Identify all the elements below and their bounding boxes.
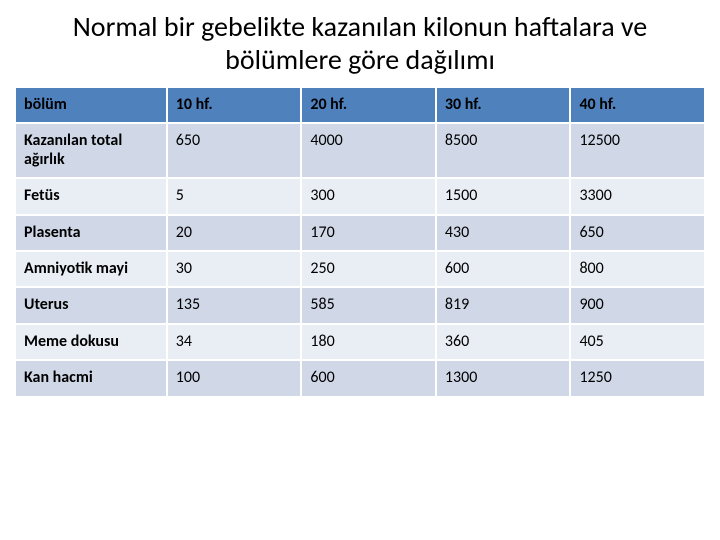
table-row: Fetüs 5 300 1500 3300 [15,178,705,214]
cell: 360 [436,324,571,360]
cell: 30 [167,251,302,287]
row-label: Kazanılan total ağırlık [15,123,167,178]
col-header-40hf: 40 hf. [570,87,705,123]
cell: 34 [167,324,302,360]
col-header-section: bölüm [15,87,167,123]
row-label: Plasenta [15,215,167,251]
table-row: Meme dokusu 34 180 360 405 [15,324,705,360]
cell: 4000 [301,123,436,178]
col-header-30hf: 30 hf. [436,87,571,123]
col-header-10hf: 10 hf. [167,87,302,123]
cell: 250 [301,251,436,287]
table-row: Uterus 135 585 819 900 [15,287,705,323]
cell: 430 [436,215,571,251]
cell: 170 [301,215,436,251]
table-row: Kan hacmi 100 600 1300 1250 [15,360,705,396]
cell: 1300 [436,360,571,396]
cell: 800 [570,251,705,287]
cell: 585 [301,287,436,323]
cell: 1500 [436,178,571,214]
cell: 405 [570,324,705,360]
row-label: Amniyotik mayi [15,251,167,287]
cell: 650 [570,215,705,251]
table-row: Kazanılan total ağırlık 650 4000 8500 12… [15,123,705,178]
cell: 300 [301,178,436,214]
cell: 8500 [436,123,571,178]
row-label: Uterus [15,287,167,323]
cell: 819 [436,287,571,323]
cell: 5 [167,178,302,214]
cell: 12500 [570,123,705,178]
table-row: Plasenta 20 170 430 650 [15,215,705,251]
page-title: Normal bir gebelikte kazanılan kilonun h… [14,10,706,86]
cell: 900 [570,287,705,323]
cell: 135 [167,287,302,323]
row-label: Meme dokusu [15,324,167,360]
row-label: Kan hacmi [15,360,167,396]
cell: 1250 [570,360,705,396]
cell: 180 [301,324,436,360]
cell: 20 [167,215,302,251]
cell: 3300 [570,178,705,214]
cell: 600 [436,251,571,287]
cell: 100 [167,360,302,396]
cell: 650 [167,123,302,178]
table-row: Amniyotik mayi 30 250 600 800 [15,251,705,287]
row-label: Fetüs [15,178,167,214]
cell: 600 [301,360,436,396]
table-header-row: bölüm 10 hf. 20 hf. 30 hf. 40 hf. [15,87,705,123]
col-header-20hf: 20 hf. [301,87,436,123]
weight-distribution-table: bölüm 10 hf. 20 hf. 30 hf. 40 hf. Kazanı… [14,86,706,398]
